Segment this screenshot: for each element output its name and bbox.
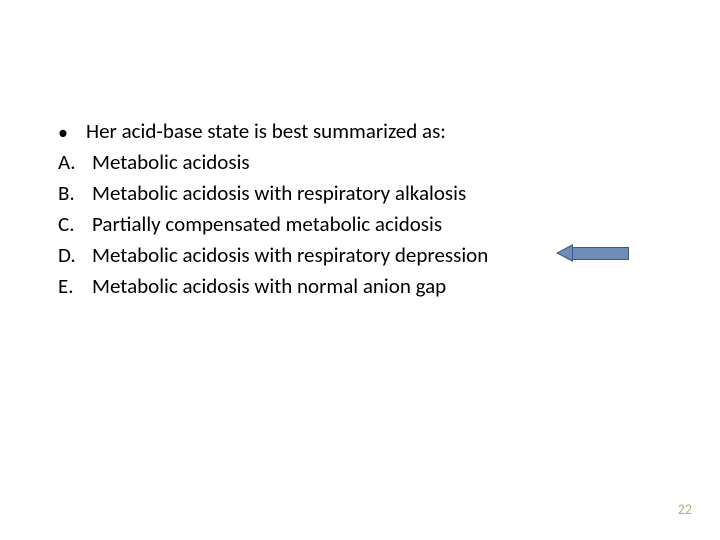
option-letter: C. [58, 211, 92, 237]
bullet-icon: • [58, 122, 86, 143]
option-row: C. Partially compensated metabolic acido… [58, 211, 720, 242]
option-letter: D. [58, 242, 92, 268]
bullet-glyph: • [58, 121, 68, 145]
question-text: Her acid-base state is best summarized a… [86, 118, 446, 144]
option-letter: A. [58, 149, 92, 175]
question-line: • Her acid-base state is best summarized… [58, 118, 720, 149]
answer-arrow-icon [556, 244, 630, 263]
page-number: 22 [678, 501, 692, 518]
option-text: Metabolic acidosis with respiratory alka… [92, 180, 466, 206]
arrow-head-fill [558, 246, 572, 260]
option-text: Metabolic acidosis [92, 149, 250, 175]
option-text: Metabolic acidosis with normal anion gap [92, 273, 446, 299]
option-letter: B. [58, 180, 92, 206]
option-row: A. Metabolic acidosis [58, 149, 720, 180]
slide: • Her acid-base state is best summarized… [0, 0, 720, 540]
arrow-shaft [572, 247, 629, 260]
option-row: B. Metabolic acidosis with respiratory a… [58, 180, 720, 211]
option-text: Partially compensated metabolic acidosis [92, 211, 442, 237]
option-row: E. Metabolic acidosis with normal anion … [58, 273, 720, 304]
option-letter: E. [58, 273, 92, 299]
option-text: Metabolic acidosis with respiratory depr… [92, 242, 488, 268]
